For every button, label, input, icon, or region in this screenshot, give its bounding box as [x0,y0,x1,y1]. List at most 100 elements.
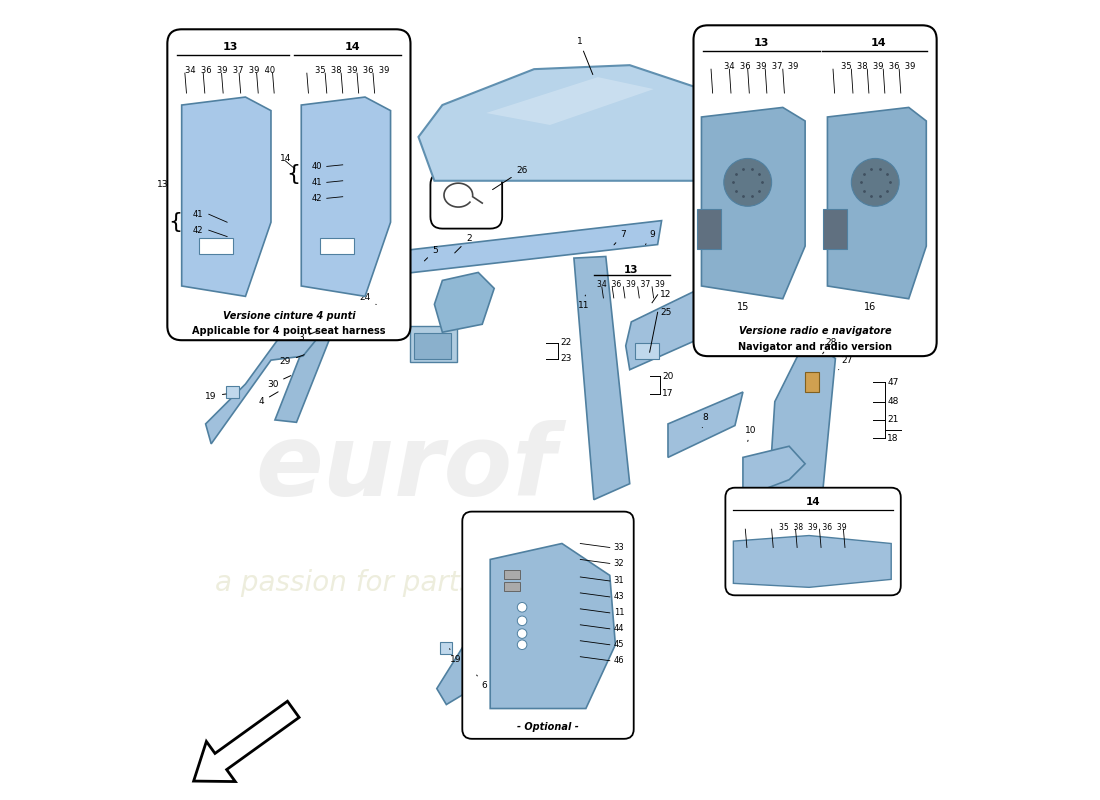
FancyArrow shape [194,702,299,782]
Circle shape [517,616,527,626]
Text: 14: 14 [870,38,887,48]
Text: 14: 14 [279,154,292,163]
Text: 12: 12 [660,290,671,299]
Text: 46: 46 [614,656,624,665]
Text: 42: 42 [192,226,202,234]
Text: 15: 15 [737,302,749,312]
Text: Versione cinture 4 punti: Versione cinture 4 punti [222,311,355,322]
Text: 13: 13 [223,42,239,52]
Text: {: { [286,164,300,184]
Text: 43: 43 [614,593,624,602]
Bar [440,642,452,654]
Polygon shape [301,97,390,296]
Polygon shape [182,97,271,296]
Polygon shape [418,65,741,181]
FancyBboxPatch shape [430,173,503,229]
Bar [636,342,659,358]
Bar [410,326,456,362]
Text: 35  38  39  36  39: 35 38 39 36 39 [315,66,389,75]
Text: 35  38  39  36  39: 35 38 39 36 39 [842,62,915,71]
Text: 5: 5 [425,246,438,261]
Polygon shape [334,277,390,316]
Text: 8: 8 [702,413,708,428]
Text: 18: 18 [888,434,899,442]
Bar [199,238,233,254]
Text: Navigator and radio version: Navigator and radio version [738,342,892,351]
Bar [320,238,354,254]
Bar [351,288,383,320]
Text: 7: 7 [614,230,626,245]
Polygon shape [491,543,615,709]
Polygon shape [275,306,343,422]
FancyBboxPatch shape [167,30,410,340]
Text: 42: 42 [312,194,322,203]
Text: 3: 3 [298,331,318,342]
Text: 11: 11 [614,608,624,618]
Polygon shape [434,273,494,332]
Text: 34  36  39  37  39: 34 36 39 37 39 [597,280,666,289]
Polygon shape [206,310,331,444]
FancyBboxPatch shape [693,26,937,356]
Text: Versione radio e navigatore: Versione radio e navigatore [739,326,891,336]
Polygon shape [827,107,926,298]
Text: 6: 6 [476,675,487,690]
Text: 41: 41 [312,178,322,187]
Polygon shape [378,221,661,277]
Text: 31: 31 [614,577,624,586]
Text: 40: 40 [312,162,322,171]
Polygon shape [767,338,835,563]
Polygon shape [574,257,629,500]
Bar [415,333,451,358]
Text: 28: 28 [823,338,836,354]
Polygon shape [668,392,742,458]
Bar [823,209,847,249]
Polygon shape [626,282,754,370]
Polygon shape [742,446,805,498]
Text: 41: 41 [192,210,202,218]
Bar [504,582,519,591]
Text: 24: 24 [360,294,376,305]
Text: 17: 17 [662,389,674,398]
Circle shape [517,629,527,638]
Polygon shape [437,542,554,705]
Text: 13: 13 [754,38,769,48]
Text: 35  38  39  36  39: 35 38 39 36 39 [779,523,847,532]
Polygon shape [496,558,535,593]
Text: Applicable for 4 point seat harness: Applicable for 4 point seat harness [192,326,386,336]
Text: 29: 29 [279,354,305,366]
Bar [805,372,820,392]
Circle shape [517,602,527,612]
Text: 14: 14 [344,42,360,52]
Text: 13: 13 [624,265,639,275]
Text: 11: 11 [578,295,590,310]
Text: 13: 13 [157,180,169,190]
Text: - Optional -: - Optional - [517,722,579,732]
Text: 34  36  39  37  39: 34 36 39 37 39 [725,62,799,71]
Bar [504,570,519,579]
Text: 23: 23 [560,354,572,363]
Text: {: { [168,212,183,232]
Text: 4: 4 [258,392,278,406]
Text: 9: 9 [646,230,654,245]
Text: 30: 30 [267,376,290,389]
Text: a passion for parts since 1985: a passion for parts since 1985 [216,570,635,598]
Text: 44: 44 [614,624,624,634]
Bar [227,386,239,398]
Text: 48: 48 [888,397,899,406]
Circle shape [851,158,899,206]
Text: 16: 16 [865,302,877,312]
Bar [697,209,722,249]
Text: 25: 25 [660,308,671,317]
Text: 19: 19 [206,391,225,401]
Text: 33: 33 [614,543,624,552]
Polygon shape [702,107,805,298]
Polygon shape [390,245,403,255]
Bar [354,294,377,317]
Text: 47: 47 [888,378,899,387]
FancyBboxPatch shape [725,488,901,595]
Circle shape [517,640,527,650]
Text: 19: 19 [450,649,462,663]
Text: 26: 26 [493,166,528,190]
Text: 34  36  39  37  39  40: 34 36 39 37 39 40 [186,66,276,75]
Text: 22: 22 [560,338,572,347]
